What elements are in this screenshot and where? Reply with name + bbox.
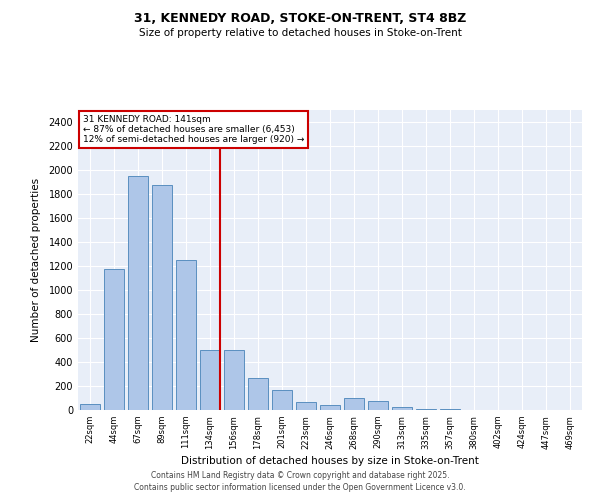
Y-axis label: Number of detached properties: Number of detached properties <box>31 178 41 342</box>
Bar <box>224 350 244 410</box>
Bar <box>320 405 340 410</box>
Bar <box>296 402 316 410</box>
Bar <box>152 185 172 410</box>
Bar <box>368 401 388 410</box>
X-axis label: Distribution of detached houses by size in Stoke-on-Trent: Distribution of detached houses by size … <box>181 456 479 466</box>
Bar <box>128 176 148 410</box>
Bar <box>80 404 100 410</box>
Bar <box>248 378 268 410</box>
Bar <box>416 409 436 410</box>
Text: Contains HM Land Registry data © Crown copyright and database right 2025.: Contains HM Land Registry data © Crown c… <box>151 471 449 480</box>
Bar <box>392 407 412 410</box>
Bar <box>176 260 196 410</box>
Text: Size of property relative to detached houses in Stoke-on-Trent: Size of property relative to detached ho… <box>139 28 461 38</box>
Text: Contains public sector information licensed under the Open Government Licence v3: Contains public sector information licen… <box>134 484 466 492</box>
Bar <box>200 350 220 410</box>
Bar <box>272 390 292 410</box>
Bar <box>104 269 124 410</box>
Text: 31 KENNEDY ROAD: 141sqm
← 87% of detached houses are smaller (6,453)
12% of semi: 31 KENNEDY ROAD: 141sqm ← 87% of detache… <box>83 114 304 144</box>
Bar <box>344 398 364 410</box>
Text: 31, KENNEDY ROAD, STOKE-ON-TRENT, ST4 8BZ: 31, KENNEDY ROAD, STOKE-ON-TRENT, ST4 8B… <box>134 12 466 26</box>
